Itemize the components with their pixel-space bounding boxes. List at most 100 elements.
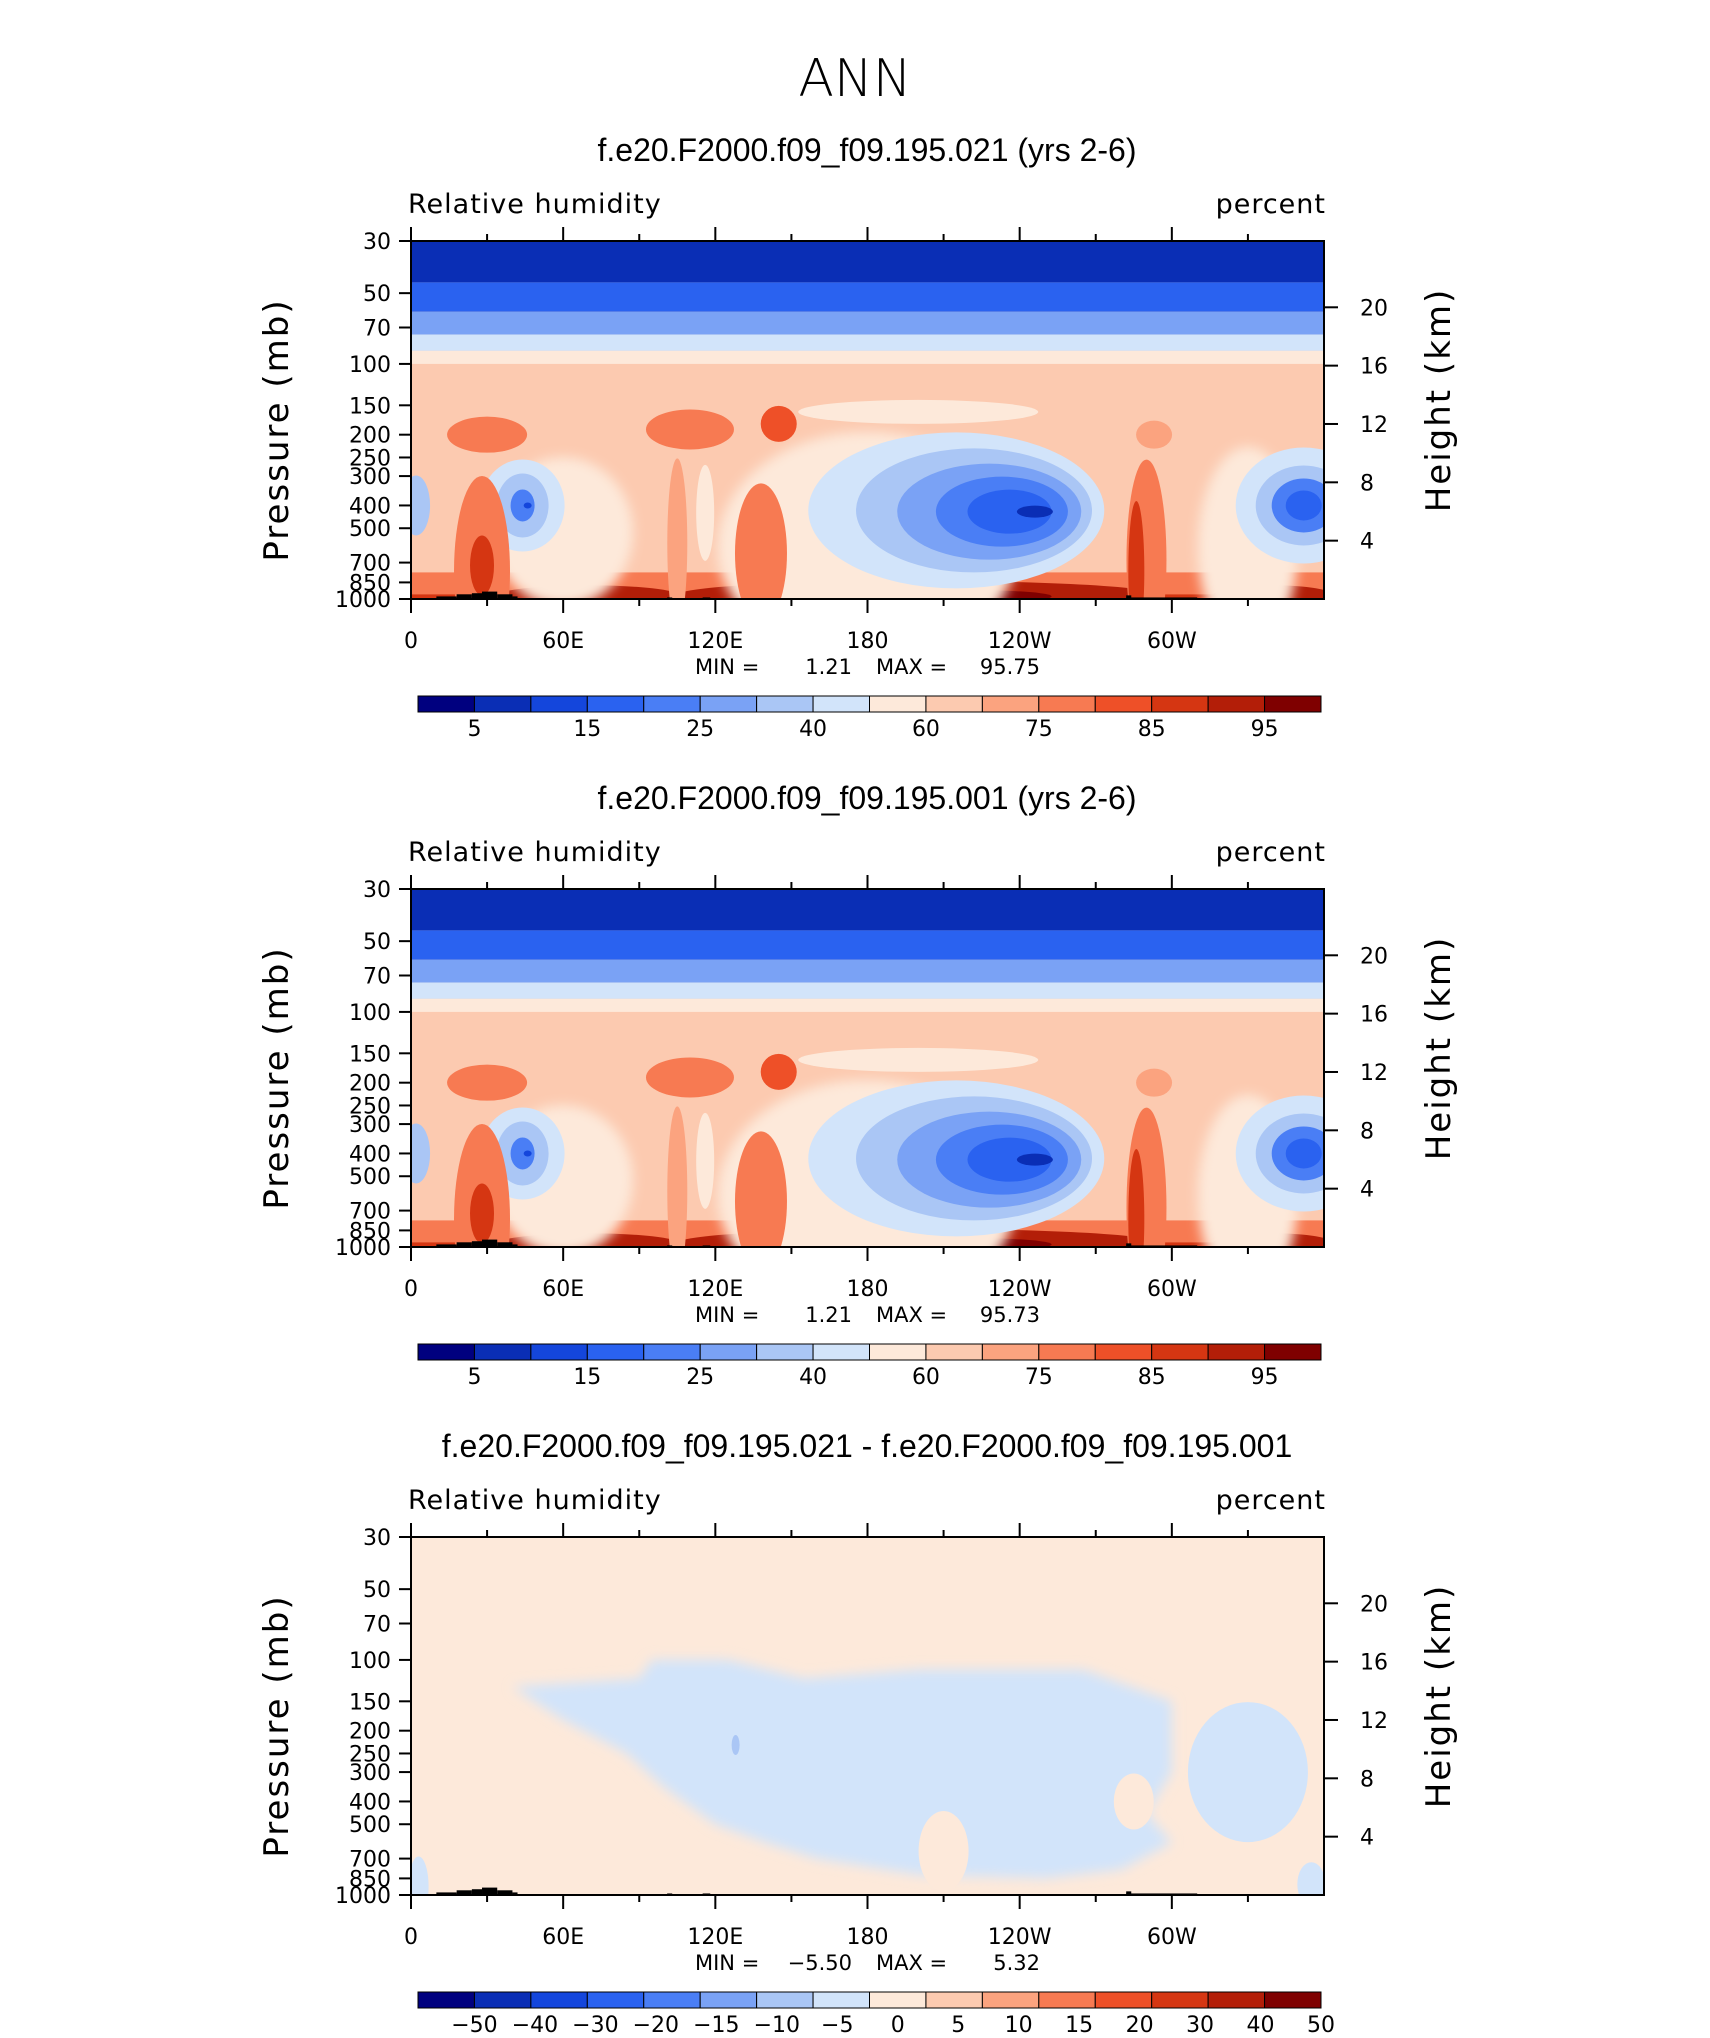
y-tick-label: 250	[349, 1094, 391, 1119]
height-tick-label: 4	[1360, 530, 1374, 555]
colorbar-swatch	[530, 1343, 588, 1361]
maritime-column	[734, 483, 787, 599]
colorbar-label: 95	[1251, 1365, 1279, 1390]
colorbar-swatch	[869, 1991, 927, 2009]
upper-moist-2	[645, 409, 734, 450]
colorbar-swatch	[1094, 1343, 1153, 1361]
y-tick-label: 500	[349, 517, 391, 542]
colorbar-label: 60	[912, 717, 940, 742]
height-tick-label: 12	[1360, 413, 1388, 438]
max-label: MAX =	[876, 1951, 947, 1975]
height-tick-label: 16	[1360, 355, 1388, 380]
right-label: percent	[1216, 837, 1326, 868]
upper-moist-3	[760, 1053, 797, 1090]
land-mask-5	[497, 1242, 513, 1247]
colorbar-label: 15	[573, 717, 601, 742]
y-tick-label: 250	[349, 446, 391, 471]
colorbar-swatch	[1151, 695, 1209, 713]
panel-title: f.e20.F2000.f09_f09.195.021 - f.e20.F200…	[442, 1428, 1292, 1464]
min-value: 1.21	[805, 1303, 852, 1327]
colorbar-swatch	[699, 695, 758, 713]
y-tick-label: 400	[349, 1790, 391, 1815]
y-tick-label: 850	[349, 1219, 391, 1244]
land-mask-5	[497, 1890, 513, 1895]
x-tick-label: 120E	[687, 1925, 743, 1950]
pale-gap	[696, 1112, 715, 1209]
colorbar-swatch	[473, 695, 532, 713]
x-tick-label: 60W	[1147, 1925, 1197, 1950]
colorbar-swatch	[1207, 695, 1266, 713]
min-value: −5.50	[788, 1951, 852, 1975]
y-axis-title: Pressure (mb)	[257, 946, 297, 1209]
x-tick-label: 60E	[542, 1925, 584, 1950]
height-tick-label: 12	[1360, 1709, 1388, 1734]
pacific-dry-5	[967, 1137, 1052, 1182]
y-tick-label: 1000	[335, 588, 391, 613]
x-tick-label: 180	[847, 1277, 889, 1302]
land-mask-2	[456, 594, 472, 599]
height-tick-label: 20	[1360, 1592, 1388, 1617]
x-tick-label: 120W	[988, 1925, 1052, 1950]
africa-column-core	[470, 1183, 495, 1244]
colorbar-swatch	[812, 695, 870, 713]
land-mask-10	[1126, 1243, 1132, 1247]
y-tick-label: 30	[363, 230, 391, 255]
land-mask-1	[436, 596, 457, 599]
x-tick-label: 180	[847, 629, 889, 654]
colorbar-swatch	[699, 1991, 758, 2009]
colorbar-swatch	[869, 695, 927, 713]
strat-band-2	[411, 282, 1324, 312]
upper-pale-band	[798, 399, 1039, 424]
y-tick-label: 70	[363, 1613, 391, 1638]
height-tick-label: 8	[1360, 1767, 1374, 1792]
colorbar-swatch	[812, 1991, 870, 2009]
y-tick-label: 300	[349, 465, 391, 490]
y-tick-label: 700	[349, 1200, 391, 1225]
land-mask-4	[482, 1887, 498, 1895]
height-tick-label: 12	[1360, 1061, 1388, 1086]
panel-3: f.e20.F2000.f09_f09.195.021 - f.e20.F200…	[257, 1428, 1459, 2038]
left-label: Relative humidity	[408, 1485, 662, 1516]
diff-small-dry	[731, 1734, 740, 1755]
land-mask-2	[456, 1242, 472, 1247]
indian-dry-3	[510, 1137, 535, 1170]
colorbar-swatch	[586, 1991, 645, 2009]
colorbar-swatch	[1151, 1343, 1209, 1361]
colorbar-label: 40	[799, 1365, 827, 1390]
colorbar-swatch	[417, 1991, 475, 2009]
upper-moist-4	[1136, 420, 1173, 449]
land-mask-4	[482, 1239, 498, 1247]
colorbar-label: 25	[686, 717, 714, 742]
colorbar-swatch	[643, 1991, 701, 2009]
colorbar-label: 0	[891, 2013, 905, 2038]
strat-band-5	[411, 350, 1324, 364]
y-axis-title-right: Height (km)	[1419, 288, 1459, 513]
land-mask-10	[1126, 1891, 1132, 1895]
colorbar-label: 15	[1065, 2013, 1093, 2038]
colorbar-swatch	[925, 1991, 983, 2009]
height-tick-label: 4	[1360, 1178, 1374, 1203]
max-value: 95.73	[980, 1303, 1040, 1327]
colorbar-swatch	[812, 1343, 870, 1361]
colorbar-swatch	[586, 1343, 645, 1361]
colorbar-label: 5	[467, 717, 481, 742]
colorbar-label: −10	[754, 2013, 800, 2038]
colorbar-swatch	[1264, 1991, 1322, 2009]
y-tick-label: 50	[363, 930, 391, 955]
y-tick-label: 1000	[335, 1236, 391, 1261]
colorbar-label: 25	[686, 1365, 714, 1390]
panel-1: f.e20.F2000.f09_f09.195.021 (yrs 2-6) Rel…	[257, 132, 1459, 742]
left-label: Relative humidity	[408, 837, 662, 868]
maritime-column	[734, 1131, 787, 1247]
colorbar-swatch	[417, 695, 475, 713]
colorbar-swatch	[981, 1991, 1040, 2009]
y-tick-label: 70	[363, 317, 391, 342]
panel-title: f.e20.F2000.f09_f09.195.001 (yrs 2-6)	[597, 780, 1136, 816]
min-label: MIN =	[695, 1951, 759, 1975]
colorbar-label: 30	[1186, 2013, 1214, 2038]
y-tick-label: 50	[363, 1578, 391, 1603]
land-mask-5	[497, 594, 513, 599]
land-mask-3	[471, 1889, 483, 1895]
height-tick-label: 4	[1360, 1826, 1374, 1851]
